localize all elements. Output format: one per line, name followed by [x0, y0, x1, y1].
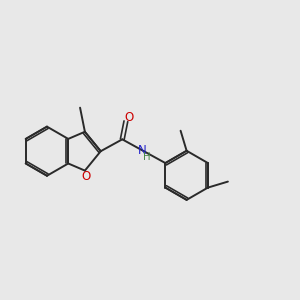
- Text: H: H: [143, 152, 150, 162]
- Text: N: N: [137, 143, 146, 157]
- Text: O: O: [81, 170, 91, 183]
- Text: O: O: [124, 111, 133, 124]
